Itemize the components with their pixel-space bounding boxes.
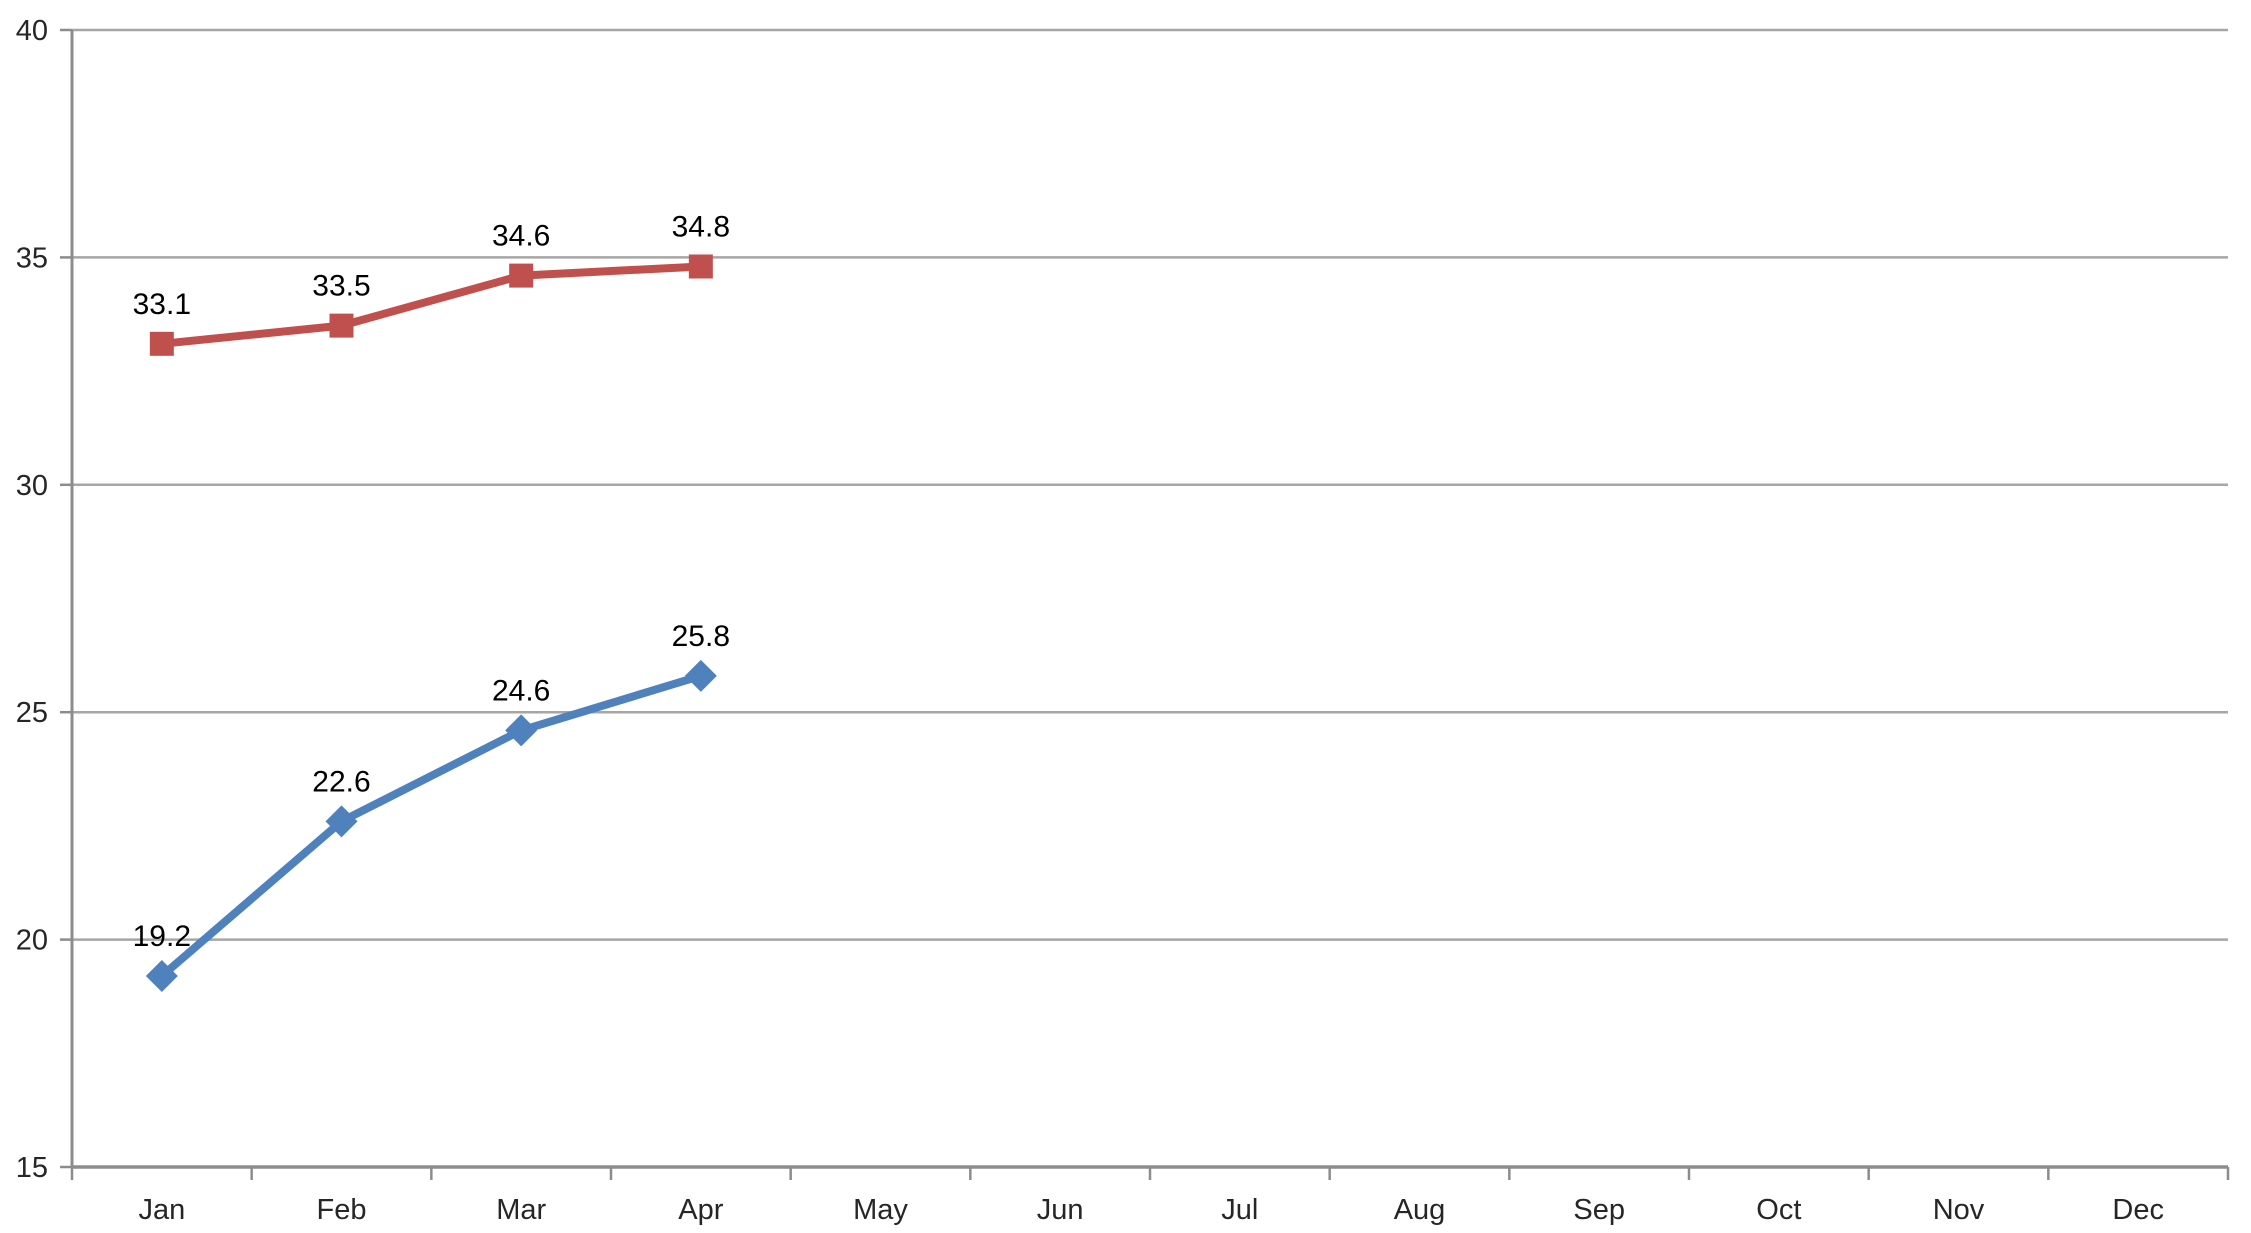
- x-axis-tick-label: Oct: [1756, 1194, 1801, 1226]
- data-point-marker-square: [329, 313, 354, 338]
- data-point-marker-square: [149, 331, 174, 356]
- x-axis-tick-label: Jan: [138, 1194, 185, 1226]
- data-point-label: 24.6: [492, 674, 550, 707]
- data-point-marker-diamond: [145, 959, 178, 992]
- data-point-label: 22.6: [312, 765, 370, 798]
- data-point-label: 25.8: [672, 620, 730, 653]
- y-axis-tick-label: 35: [16, 242, 48, 274]
- data-point-label: 34.8: [672, 210, 730, 243]
- y-axis-tick-label: 25: [16, 697, 48, 729]
- data-point-marker-diamond: [684, 659, 717, 692]
- data-point-label: 34.6: [492, 220, 550, 253]
- data-point-marker-square: [509, 263, 534, 288]
- data-point-label: 33.1: [133, 288, 191, 321]
- data-point-marker-diamond: [325, 805, 358, 838]
- y-axis-tick-label: 20: [16, 925, 48, 957]
- x-axis-tick-label: Nov: [1933, 1194, 1985, 1226]
- y-axis-tick-label: 15: [16, 1152, 48, 1184]
- y-axis-tick-label: 40: [16, 15, 48, 47]
- x-axis-tick-label: Dec: [2112, 1194, 2164, 1226]
- x-axis-tick-label: Sep: [1573, 1194, 1625, 1226]
- data-point-marker-diamond: [505, 714, 538, 747]
- x-axis-tick-label: May: [853, 1194, 908, 1226]
- series-line-blue-diamond-series: [157, 671, 705, 980]
- x-axis-tick-label: Feb: [317, 1194, 367, 1226]
- series-line-red-square-series: [157, 262, 705, 348]
- x-axis-tick-label: Jun: [1037, 1194, 1084, 1226]
- data-point-label: 19.2: [133, 920, 191, 953]
- x-axis-tick-label: Apr: [678, 1194, 723, 1226]
- x-axis-tick-label: Mar: [496, 1194, 546, 1226]
- y-axis-tick-label: 30: [16, 470, 48, 502]
- data-point-marker-square: [688, 254, 713, 279]
- x-axis-tick-label: Jul: [1221, 1194, 1258, 1226]
- x-axis-tick-label: Aug: [1394, 1194, 1446, 1226]
- data-point-label: 33.5: [312, 270, 370, 303]
